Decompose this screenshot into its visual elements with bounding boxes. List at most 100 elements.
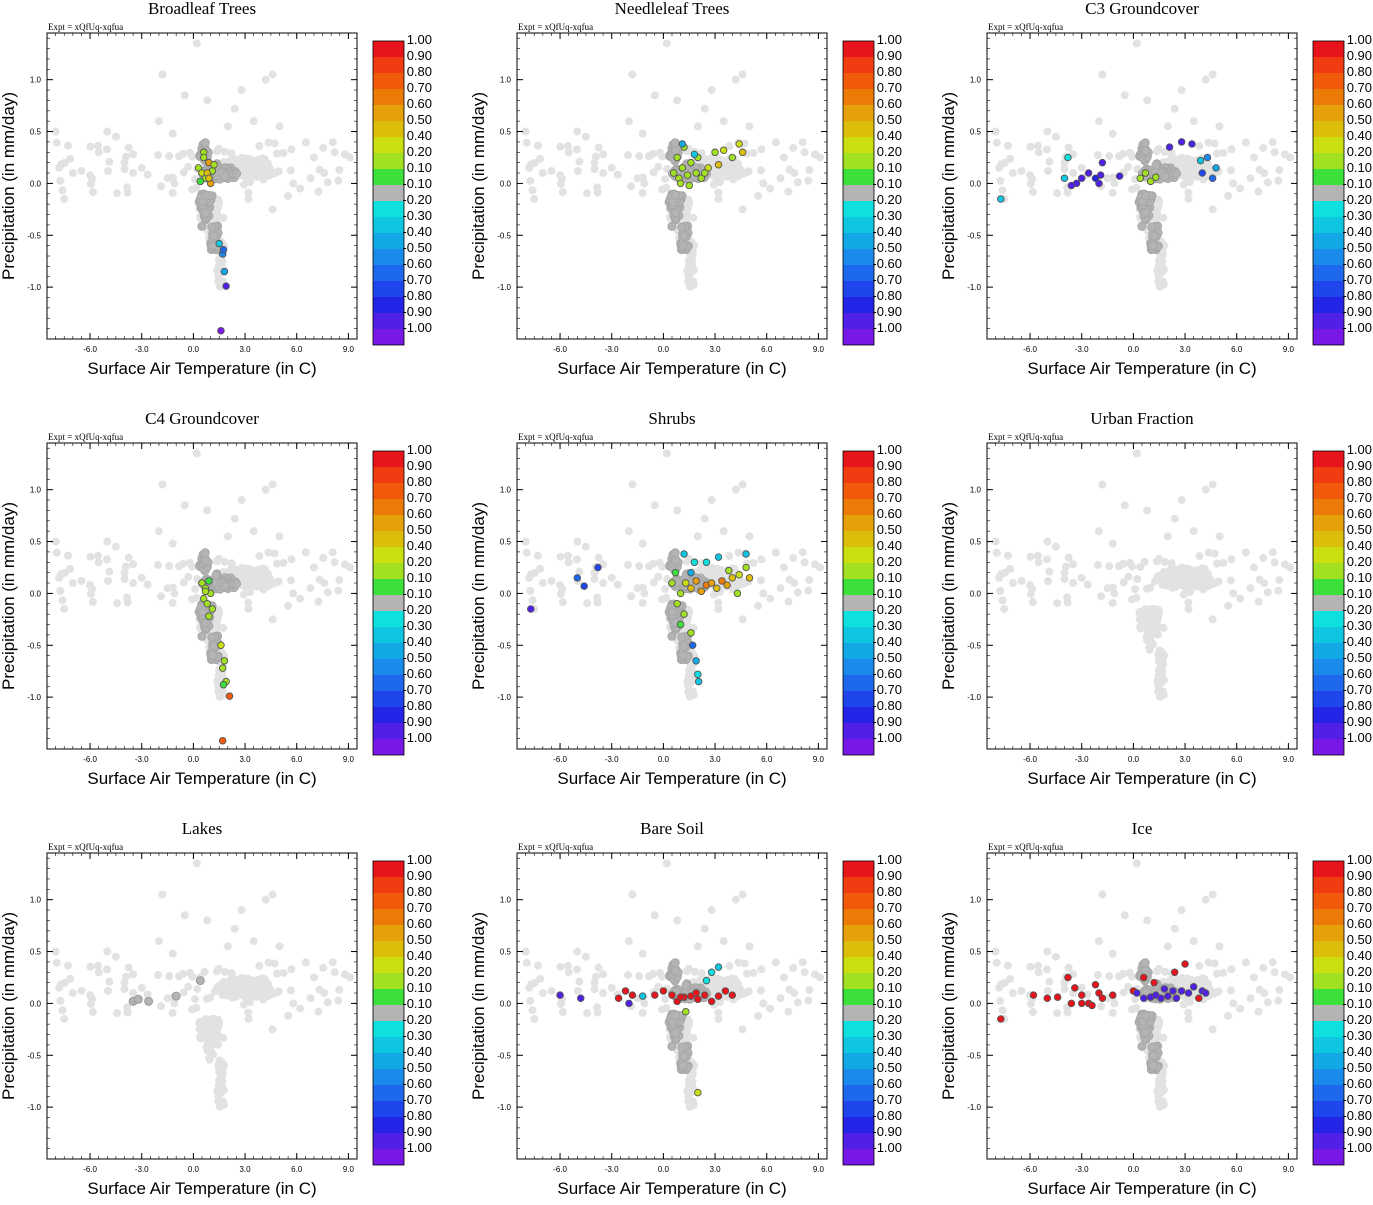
background-point <box>1185 195 1193 203</box>
colorbar-segment <box>843 137 874 153</box>
expt-label: Expt = xQfUq-xqfua <box>48 22 123 32</box>
background-point <box>104 577 112 585</box>
background-point <box>624 151 632 159</box>
colorbar-label: 0.80 <box>407 64 432 79</box>
colorbar-label: -0.20 <box>872 192 902 207</box>
data-point <box>197 178 204 185</box>
background-point <box>805 166 813 174</box>
data-point <box>688 159 695 166</box>
panel-title: C4 Groundcover <box>145 409 259 428</box>
background-point <box>754 192 762 200</box>
background-point <box>103 145 111 153</box>
data-point <box>220 246 227 253</box>
background-point <box>1254 188 1262 196</box>
background-point <box>219 214 227 222</box>
data-point <box>218 327 225 334</box>
background-point <box>1109 130 1117 138</box>
background-point <box>556 143 564 151</box>
x-tick-label: 9.0 <box>343 345 355 354</box>
colorbar-label: -0.20 <box>402 192 432 207</box>
colorbar-segment <box>1313 41 1344 57</box>
background-point <box>124 189 132 197</box>
background-point <box>1247 174 1255 182</box>
neutral-point <box>1161 172 1169 180</box>
background-point <box>158 480 166 488</box>
background-point <box>262 76 270 84</box>
x-tick-label: 3.0 <box>239 345 251 354</box>
colorbar-segment <box>373 233 404 249</box>
background-point <box>307 174 315 182</box>
y-tick-label: 1.0 <box>970 76 982 85</box>
neutral-point <box>210 232 218 240</box>
background-point <box>1065 144 1073 152</box>
background-point <box>246 568 254 576</box>
x-tick-label: 6.0 <box>1231 345 1243 354</box>
background-point <box>599 169 607 177</box>
background-point <box>1104 174 1112 182</box>
background-point <box>188 563 196 571</box>
colorbar-label: 0.40 <box>877 128 902 143</box>
background-point <box>250 117 258 125</box>
background-point <box>104 167 112 175</box>
background-point <box>651 91 659 99</box>
background-point <box>635 152 643 160</box>
background-point <box>224 532 232 540</box>
background-point <box>687 267 695 275</box>
colorbar-label: -0.10 <box>1342 176 1372 191</box>
colorbar-segment <box>1313 201 1344 217</box>
colorbar-label: -0.50 <box>402 240 432 255</box>
colorbar: 1.000.900.800.700.600.500.400.200.10-0.1… <box>1313 32 1372 345</box>
y-axis-label: Precipitation (in mm/day) <box>469 92 488 280</box>
colorbar-label: -0.60 <box>1342 256 1372 271</box>
background-point <box>661 175 669 183</box>
data-point <box>1096 180 1103 187</box>
y-tick-label: 0.5 <box>970 128 982 137</box>
colorbar-label: -0.70 <box>872 272 902 287</box>
background-point <box>238 86 246 94</box>
background-point <box>319 554 327 562</box>
background-point <box>1105 152 1113 160</box>
background-point <box>559 188 567 196</box>
background-point <box>61 569 69 577</box>
colorbar-label: 0.20 <box>877 144 902 159</box>
background-point <box>1269 138 1277 146</box>
background-point <box>1158 257 1166 265</box>
y-tick-label: -1.0 <box>497 283 511 292</box>
data-point <box>729 154 736 161</box>
background-point <box>547 167 555 175</box>
background-point <box>124 599 132 607</box>
data-point <box>739 149 746 156</box>
neutral-point <box>671 139 679 147</box>
data-point <box>1099 159 1106 166</box>
colorbar-segment <box>373 105 404 121</box>
y-tick-label: -0.5 <box>967 231 981 240</box>
colorbar-label: 0.50 <box>877 112 902 127</box>
background-point <box>739 205 747 213</box>
data-point <box>1142 170 1149 177</box>
background-point <box>129 169 137 177</box>
data-point <box>1085 170 1092 177</box>
y-tick-label: -1.0 <box>27 283 41 292</box>
y-tick-label: 0.0 <box>500 179 512 188</box>
background-point <box>86 143 94 151</box>
background-point <box>287 166 295 174</box>
background-point <box>1195 142 1203 150</box>
background-point <box>1204 139 1212 147</box>
background-point <box>804 177 812 185</box>
background-point <box>1009 169 1017 177</box>
colorbar-label: -0.60 <box>872 256 902 271</box>
colorbar-label: -1.00 <box>402 320 432 335</box>
background-point <box>179 560 187 568</box>
colorbar-label: -0.80 <box>402 288 432 303</box>
background-point <box>1227 166 1235 174</box>
neutral-point <box>1141 139 1149 147</box>
background-point <box>262 486 270 494</box>
background-point <box>1044 167 1052 175</box>
background-point <box>574 167 582 175</box>
neutral-point <box>202 209 210 217</box>
background-point <box>1159 214 1167 222</box>
colorbar-segment <box>373 217 404 233</box>
colorbar-segment <box>373 329 404 345</box>
background-point <box>599 150 607 158</box>
background-point <box>276 532 284 540</box>
